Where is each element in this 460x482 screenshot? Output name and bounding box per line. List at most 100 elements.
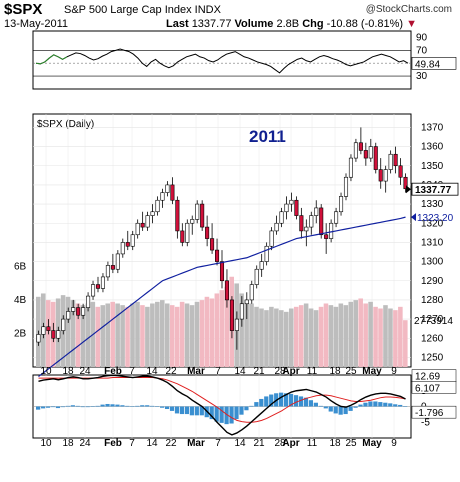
x-axis-label: 18 <box>329 438 341 449</box>
x-axis-label: May <box>362 438 382 449</box>
volume-bar <box>338 303 344 367</box>
x-axis-label: 14 <box>234 438 246 449</box>
x-axis-label: 11 <box>307 438 318 449</box>
x-axis-label: 18 <box>62 438 74 449</box>
candle-body <box>100 276 105 289</box>
candle-body <box>175 199 180 232</box>
volume-bar <box>274 308 279 367</box>
candle-body <box>150 211 155 216</box>
candle-body <box>219 261 225 282</box>
quote-summary: Last 1337.77 Volume 2.8B Chg -10.88 (-0.… <box>166 18 417 30</box>
macd-histogram-bar <box>160 406 165 408</box>
volume-bar <box>160 300 165 367</box>
candle-body <box>383 169 388 182</box>
price-tick-label: 1310 <box>421 237 444 248</box>
watermark: @StockCharts.com <box>365 4 452 15</box>
candle-body <box>259 261 264 270</box>
candle-body <box>120 242 125 255</box>
candle-body <box>294 199 299 216</box>
macd-histogram-bar <box>293 395 299 407</box>
volume-bar <box>318 306 324 367</box>
volume-bar <box>388 308 393 367</box>
price-tick-label: 1260 <box>421 333 444 344</box>
volume-bar <box>363 303 368 367</box>
macd-value-label: 12.69 <box>415 372 440 383</box>
ma-value-label: 1323.20 <box>417 213 454 224</box>
volume-value: 2.8B <box>276 18 300 30</box>
quote-date: 13-May-2011 <box>4 18 68 30</box>
last-label: Last <box>166 18 189 30</box>
x-axis-label: 28 <box>274 366 286 377</box>
rsi-panel <box>32 30 412 90</box>
candle-body <box>388 153 393 170</box>
macd-histogram-bar <box>199 406 204 416</box>
candle-body <box>36 334 41 343</box>
candle-body <box>309 215 314 228</box>
macd-histogram-bar <box>100 404 105 407</box>
x-axis-label: Feb <box>104 438 122 449</box>
volume-bar <box>70 300 76 367</box>
candle-body <box>86 295 91 308</box>
macd-histogram-bar <box>194 406 199 416</box>
price-tick-label: 1290 <box>421 276 444 287</box>
volume-bar <box>373 306 378 367</box>
candle-body <box>140 222 145 228</box>
volume-bar <box>204 296 210 367</box>
macd-histogram-bar <box>60 406 66 408</box>
x-axis-label: 18 <box>62 366 74 377</box>
macd-histogram-bar <box>353 406 358 408</box>
macd-line <box>38 374 406 436</box>
candle-body <box>145 215 150 228</box>
candle-body <box>269 230 274 247</box>
candle-body <box>195 203 200 220</box>
rsi-overbought-segment <box>35 54 68 65</box>
macd-histogram-bar <box>90 406 95 407</box>
macd-histogram-bar <box>403 406 408 407</box>
candle-body <box>125 242 130 247</box>
volume-bar <box>353 300 359 367</box>
macd-value-label: 6.107 <box>415 383 440 394</box>
candle-body <box>373 146 378 170</box>
macd-histogram-bar <box>209 406 214 420</box>
x-axis-label: 22 <box>165 366 177 377</box>
candle-body <box>279 211 284 224</box>
volume-bar <box>184 303 190 367</box>
macd-histogram-bar <box>313 402 318 407</box>
candle-body <box>46 326 51 331</box>
candle-body <box>393 153 398 167</box>
candle-body <box>348 157 353 178</box>
macd-histogram-bar <box>383 402 388 407</box>
candle-body <box>304 226 309 232</box>
macd-histogram-bar <box>125 405 130 407</box>
x-axis-label: 21 <box>253 438 265 449</box>
down-arrow-icon: ▼ <box>406 18 418 30</box>
volume-bar <box>80 305 86 367</box>
macd-histogram-bar <box>303 397 309 407</box>
x-axis-label: Apr <box>282 366 299 377</box>
candle-body <box>81 307 86 316</box>
x-axis-label: 10 <box>40 366 52 377</box>
candle-body <box>368 146 373 159</box>
volume-bar <box>259 308 264 367</box>
volume-bar <box>398 306 403 367</box>
volume-bar <box>293 306 299 367</box>
x-axis-label: 18 <box>329 366 341 377</box>
index-name: S&P 500 Large Cap Index INDX <box>64 4 221 16</box>
volume-bar <box>164 303 170 367</box>
macd-histogram-bar <box>323 406 328 409</box>
rsi-tick-label: 90 <box>416 32 428 43</box>
candle-body <box>324 234 329 239</box>
macd-histogram-bar <box>85 406 90 408</box>
x-axis-label: 25 <box>345 438 357 449</box>
macd-histogram-bar <box>36 406 41 410</box>
chg-value: -10.88 (-0.81%) <box>326 18 404 30</box>
macd-histogram-bar <box>120 405 125 407</box>
candle-body <box>239 303 244 320</box>
x-axis-label: Mar <box>187 438 205 449</box>
candle-body <box>249 284 254 301</box>
volume-bar <box>189 305 195 367</box>
volume-tick-label: 4B <box>14 295 27 306</box>
macd-histogram-bar <box>368 401 373 407</box>
volume-bar <box>85 303 91 367</box>
